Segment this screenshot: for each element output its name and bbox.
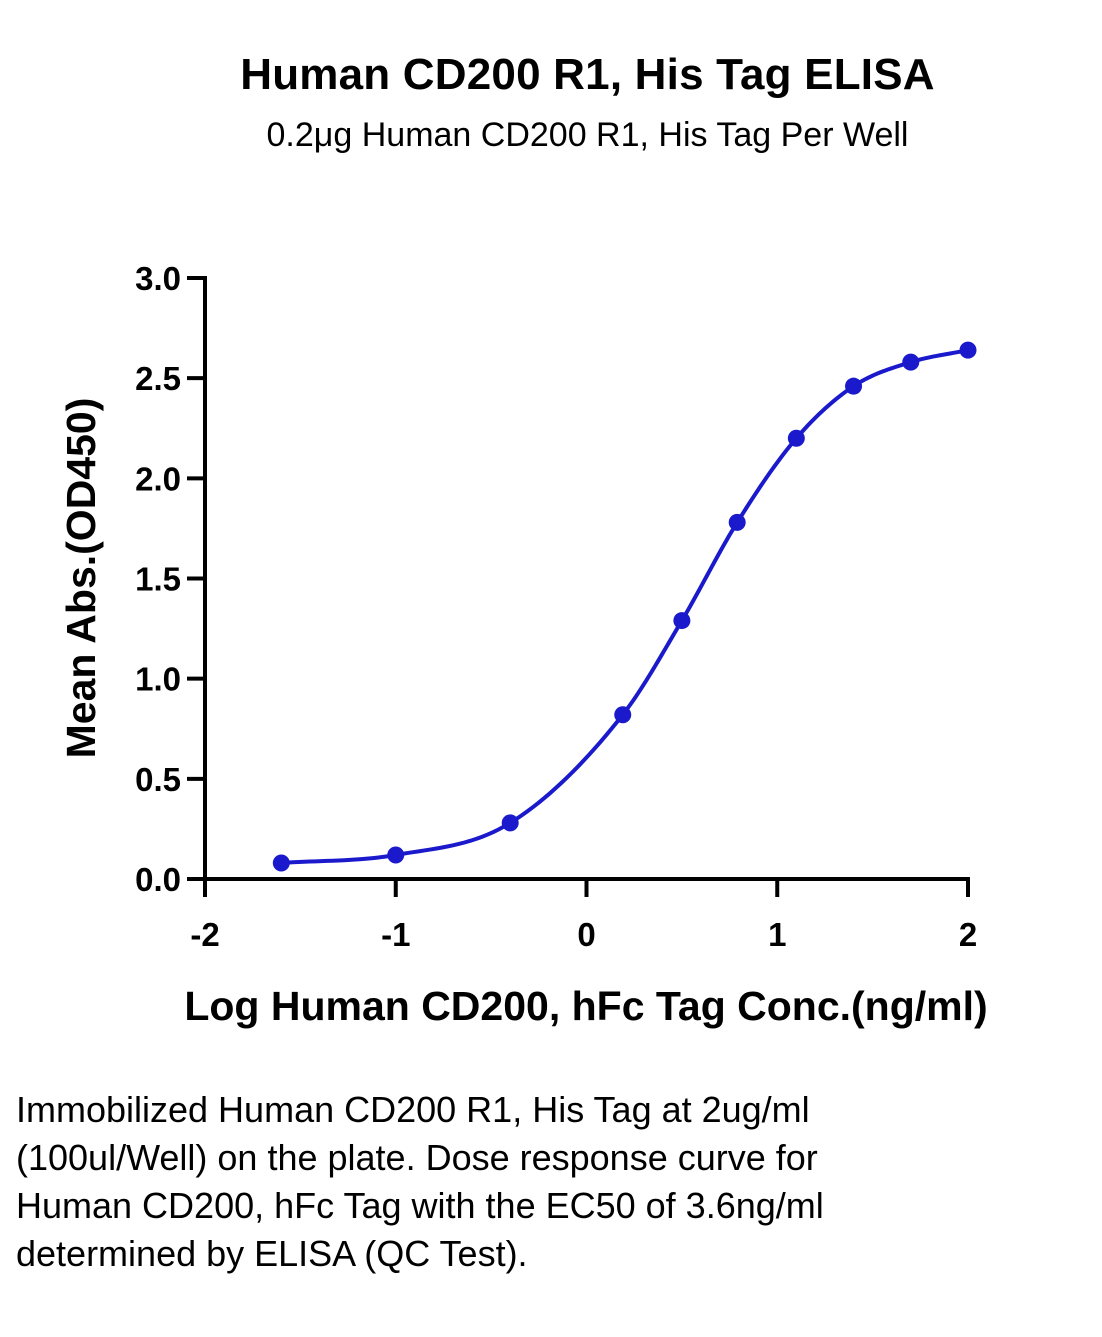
data-point (501, 814, 519, 832)
data-point (959, 341, 977, 359)
y-tick-label: 3.0 (135, 260, 181, 297)
elisa-chart: 0.0 0.5 1.0 1.5 2.0 2.5 3.0 -2 -1 0 1 2 Mean Abs.(… (58, 260, 988, 1029)
x-tick-label: 2 (959, 916, 977, 953)
data-point (787, 429, 805, 447)
x-tick-label: 0 (577, 916, 595, 953)
y-tick-label: 1.5 (135, 561, 181, 598)
chart-title: Human CD200 R1, His Tag ELISA (240, 50, 935, 99)
data-point (673, 612, 691, 630)
data-point (845, 377, 863, 395)
y-tick-label: 1.0 (135, 661, 181, 698)
data-point (614, 706, 632, 724)
x-tick-label: -1 (381, 916, 410, 953)
figure-caption: Immobilized Human CD200 R1, His Tag at 2… (16, 1089, 824, 1274)
y-axis-label: Mean Abs.(OD450) (58, 398, 104, 759)
y-tick-label: 0.0 (135, 861, 181, 898)
data-point (728, 513, 746, 531)
fit-curve (281, 348, 969, 865)
x-axis-label: Log Human CD200, hFc Tag Conc.(ng/ml) (184, 983, 987, 1029)
y-axis: 0.0 0.5 1.0 1.5 2.0 2.5 3.0 (135, 260, 207, 898)
x-axis: -2 -1 0 1 2 (187, 877, 977, 953)
y-tick-label: 0.5 (135, 761, 181, 798)
chart-subtitle: 0.2μg Human CD200 R1, His Tag Per Well (266, 116, 909, 154)
data-point (387, 846, 405, 864)
plot-area (272, 341, 977, 872)
data-point (902, 353, 920, 371)
data-point (272, 854, 290, 872)
x-tick-label: 1 (768, 916, 786, 953)
y-tick-label: 2.0 (135, 460, 181, 497)
y-tick-label: 2.5 (135, 360, 181, 397)
x-tick-label: -2 (190, 916, 219, 953)
